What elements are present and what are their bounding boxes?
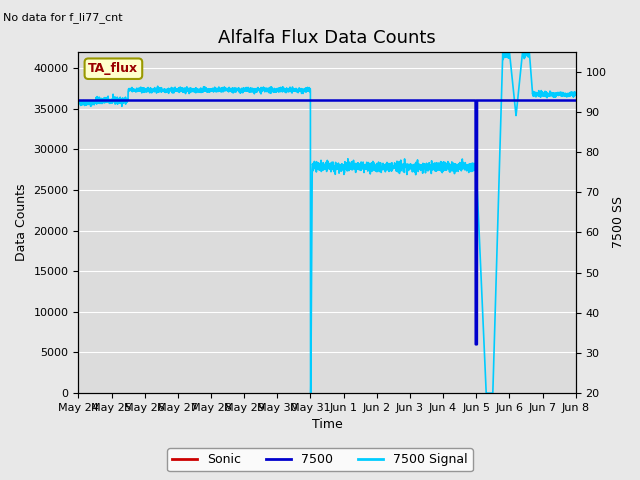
7500 Signal (265, 88, 273, 94)
7500 (161, 97, 168, 103)
Line: 7500: 7500 (79, 100, 576, 344)
X-axis label: Time: Time (312, 419, 342, 432)
Text: TA_flux: TA_flux (88, 62, 138, 75)
7500 Signal (75, 99, 83, 105)
7500 (75, 97, 83, 103)
Y-axis label: Data Counts: Data Counts (15, 184, 28, 261)
Text: No data for f_li77_cnt: No data for f_li77_cnt (3, 12, 123, 23)
7500 (509, 97, 516, 103)
7500 (563, 97, 570, 103)
Line: 7500 Signal: 7500 Signal (79, 44, 576, 393)
7500 Signal (563, 91, 570, 97)
7500 (472, 341, 479, 347)
7500 (572, 97, 580, 103)
7500 (131, 97, 139, 103)
7500 Signal (572, 92, 580, 98)
7500 (287, 97, 294, 103)
Y-axis label: 7500 SS: 7500 SS (612, 196, 625, 249)
Title: Alfalfa Flux Data Counts: Alfalfa Flux Data Counts (218, 29, 436, 48)
7500 Signal (131, 87, 139, 93)
7500 Signal (161, 89, 168, 95)
7500 Signal (521, 41, 529, 47)
7500 Signal (509, 79, 516, 85)
7500 (265, 97, 273, 103)
7500 Signal (287, 87, 294, 93)
Legend: Sonic, 7500, 7500 Signal: Sonic, 7500, 7500 Signal (167, 448, 473, 471)
7500 Signal (307, 390, 314, 396)
